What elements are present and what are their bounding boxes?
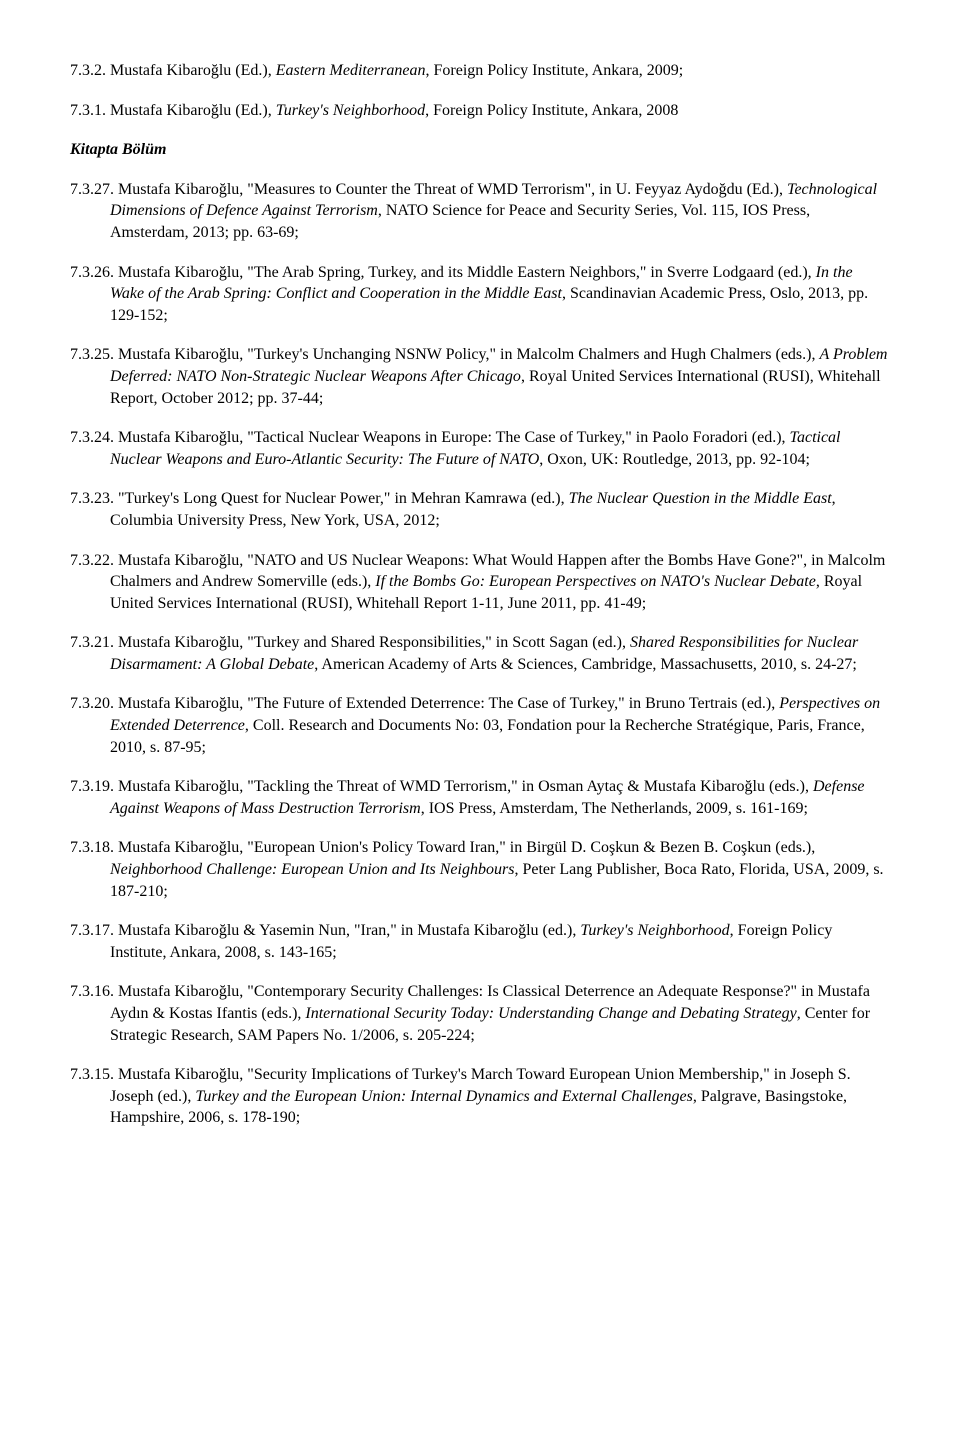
entry-number: 7.3.23. <box>70 490 114 507</box>
bibliography-entry: 7.3.24. Mustafa Kibaroğlu, "Tactical Nuc… <box>70 427 890 470</box>
entry-text-segment: Mustafa Kibaroğlu, "Tactical Nuclear Wea… <box>114 429 790 446</box>
entry-text-segment: Mustafa Kibaroğlu, "European Union's Pol… <box>114 839 815 856</box>
entry-text-segment: Mustafa Kibaroğlu, "Turkey and Shared Re… <box>114 634 630 651</box>
entry-text-segment: Mustafa Kibaroğlu & Yasemin Nun, "Iran,"… <box>114 922 580 939</box>
bibliography-entry: 7.3.2. Mustafa Kibaroğlu (Ed.), Eastern … <box>70 60 890 82</box>
entry-title-italic: If the Bombs Go: European Perspectives o… <box>375 573 816 590</box>
entry-title-italic: Turkey and the European Union: Internal … <box>195 1088 693 1105</box>
entry-text: 7.3.17. Mustafa Kibaroğlu & Yasemin Nun,… <box>70 920 890 963</box>
entry-text-segment: , Oxon, UK: Routledge, 2013, pp. 92-104; <box>539 451 810 468</box>
entry-text: 7.3.19. Mustafa Kibaroğlu, "Tackling the… <box>70 776 890 819</box>
entry-number: 7.3.18. <box>70 839 114 856</box>
entry-text-segment: Mustafa Kibaroğlu, "Tackling the Threat … <box>114 778 813 795</box>
entry-title-italic: The Nuclear Question in the Middle East <box>569 490 832 507</box>
entry-text: 7.3.22. Mustafa Kibaroğlu, "NATO and US … <box>70 550 890 615</box>
entry-number: 7.3.24. <box>70 429 114 446</box>
entry-number: 7.3.20. <box>70 695 114 712</box>
entry-text: 7.3.18. Mustafa Kibaroğlu, "European Uni… <box>70 837 890 902</box>
entry-text-segment: Mustafa Kibaroğlu (Ed.), <box>106 102 276 119</box>
bibliography-entry: 7.3.25. Mustafa Kibaroğlu, "Turkey's Unc… <box>70 344 890 409</box>
entry-number: 7.3.19. <box>70 778 114 795</box>
entry-text: 7.3.26. Mustafa Kibaroğlu, "The Arab Spr… <box>70 262 890 327</box>
entry-text-segment: , American Academy of Arts & Sciences, C… <box>314 656 857 673</box>
entry-text: 7.3.23. "Turkey's Long Quest for Nuclear… <box>70 488 890 531</box>
entry-text-segment: , Foreign Policy Institute, Ankara, 2009… <box>425 62 683 79</box>
entry-number: 7.3.25. <box>70 346 114 363</box>
bibliography-entry: 7.3.26. Mustafa Kibaroğlu, "The Arab Spr… <box>70 262 890 327</box>
entry-text: 7.3.2. Mustafa Kibaroğlu (Ed.), Eastern … <box>70 60 890 82</box>
entry-text-segment: , Foreign Policy Institute, Ankara, 2008 <box>425 102 678 119</box>
entry-number: 7.3.21. <box>70 634 114 651</box>
entry-text: 7.3.21. Mustafa Kibaroğlu, "Turkey and S… <box>70 632 890 675</box>
bibliography-entry: 7.3.19. Mustafa Kibaroğlu, "Tackling the… <box>70 776 890 819</box>
bibliography-entry: 7.3.22. Mustafa Kibaroğlu, "NATO and US … <box>70 550 890 615</box>
publication-list: 7.3.2. Mustafa Kibaroğlu (Ed.), Eastern … <box>70 60 890 1129</box>
bibliography-entry: 7.3.27. Mustafa Kibaroğlu, "Measures to … <box>70 179 890 244</box>
entry-title-italic: Turkey's Neighborhood <box>580 922 729 939</box>
bibliography-entry: 7.3.21. Mustafa Kibaroğlu, "Turkey and S… <box>70 632 890 675</box>
bibliography-entry: 7.3.1. Mustafa Kibaroğlu (Ed.), Turkey's… <box>70 100 890 122</box>
bibliography-entry: 7.3.20. Mustafa Kibaroğlu, "The Future o… <box>70 693 890 758</box>
entry-title-italic: Eastern Mediterranean <box>276 62 426 79</box>
entry-text-segment: Mustafa Kibaroğlu, "Measures to Counter … <box>114 181 787 198</box>
entry-number: 7.3.15. <box>70 1066 114 1083</box>
bibliography-entry: 7.3.23. "Turkey's Long Quest for Nuclear… <box>70 488 890 531</box>
entry-text-segment: Mustafa Kibaroğlu, "Turkey's Unchanging … <box>114 346 819 363</box>
entry-title-italic: International Security Today: Understand… <box>305 1005 796 1022</box>
entry-text: 7.3.25. Mustafa Kibaroğlu, "Turkey's Unc… <box>70 344 890 409</box>
entry-text: 7.3.27. Mustafa Kibaroğlu, "Measures to … <box>70 179 890 244</box>
bibliography-entry: 7.3.17. Mustafa Kibaroğlu & Yasemin Nun,… <box>70 920 890 963</box>
bibliography-entry: 7.3.16. Mustafa Kibaroğlu, "Contemporary… <box>70 981 890 1046</box>
entry-number: 7.3.27. <box>70 181 114 198</box>
entry-number: 7.3.17. <box>70 922 114 939</box>
entry-text-segment: Mustafa Kibaroğlu, "The Future of Extend… <box>114 695 779 712</box>
entry-number: 7.3.26. <box>70 264 114 281</box>
entry-title-italic: Turkey's Neighborhood <box>276 102 425 119</box>
entry-number: 7.3.16. <box>70 983 114 1000</box>
entry-text-segment: , IOS Press, Amsterdam, The Netherlands,… <box>421 800 808 817</box>
entry-text: 7.3.1. Mustafa Kibaroğlu (Ed.), Turkey's… <box>70 100 890 122</box>
section-heading: Kitapta Bölüm <box>70 139 890 161</box>
entry-text: 7.3.24. Mustafa Kibaroğlu, "Tactical Nuc… <box>70 427 890 470</box>
entry-text: 7.3.15. Mustafa Kibaroğlu, "Security Imp… <box>70 1064 890 1129</box>
entry-text: 7.3.20. Mustafa Kibaroğlu, "The Future o… <box>70 693 890 758</box>
bibliography-entry: 7.3.15. Mustafa Kibaroğlu, "Security Imp… <box>70 1064 890 1129</box>
entry-text-segment: "Turkey's Long Quest for Nuclear Power,"… <box>114 490 569 507</box>
entry-number: 7.3.2. <box>70 62 106 79</box>
entry-text-segment: Mustafa Kibaroğlu, "The Arab Spring, Tur… <box>114 264 816 281</box>
entry-number: 7.3.22. <box>70 552 114 569</box>
entry-number: 7.3.1. <box>70 102 106 119</box>
entry-title-italic: Neighborhood Challenge: European Union a… <box>110 861 514 878</box>
bibliography-entry: 7.3.18. Mustafa Kibaroğlu, "European Uni… <box>70 837 890 902</box>
entry-text: 7.3.16. Mustafa Kibaroğlu, "Contemporary… <box>70 981 890 1046</box>
entry-text-segment: Mustafa Kibaroğlu (Ed.), <box>106 62 276 79</box>
